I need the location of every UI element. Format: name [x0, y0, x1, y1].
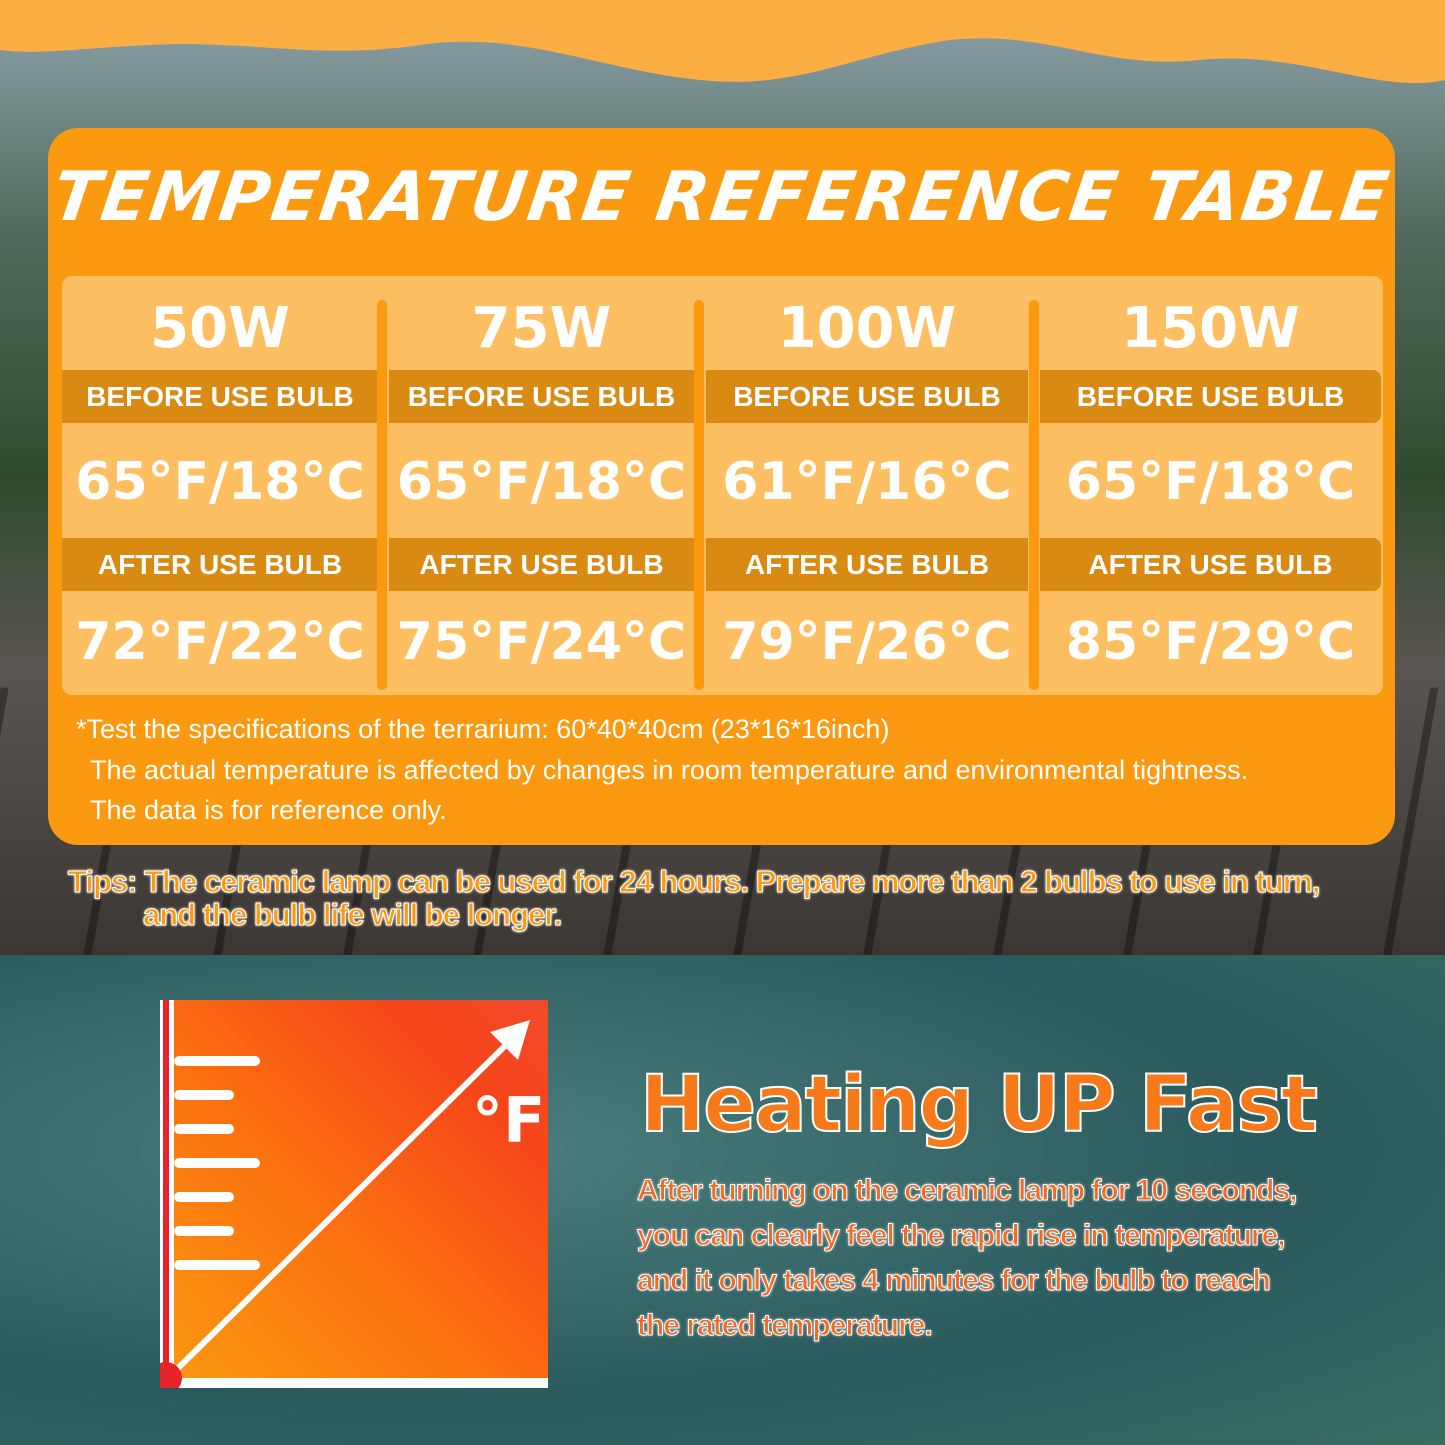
heating-heading: Heating UP Fast	[639, 1059, 1319, 1151]
table-column-50w: 50W BEFORE USE BULB 65°F/18°C AFTER USE …	[62, 276, 378, 695]
unit-label: °F	[472, 1084, 545, 1157]
after-label: AFTER USE BULB	[62, 538, 378, 591]
after-label: AFTER USE BULB	[389, 538, 694, 591]
heating-text-line: and it only takes 4 minutes for the bulb…	[637, 1264, 1272, 1298]
graphic-drawing: °F	[150, 1000, 548, 1394]
after-label: AFTER USE BULB	[706, 538, 1028, 591]
heating-text-line: you can clearly feel the rapid rise in t…	[637, 1219, 1287, 1253]
before-value: 65°F/18°C	[75, 452, 365, 512]
page-title: TEMPERATURE REFERENCE TABLE	[47, 158, 1396, 237]
orange-wave-banner	[0, 0, 1445, 84]
note-line: *Test the specifications of the terrariu…	[76, 714, 890, 744]
after-value: 85°F/29°C	[1065, 612, 1356, 672]
before-value: 65°F/18°C	[396, 452, 687, 512]
after-value: 75°F/24°C	[396, 612, 687, 672]
column-divider	[377, 300, 387, 690]
after-value: 79°F/26°C	[722, 612, 1012, 672]
heating-text-line: the rated temperature.	[637, 1309, 934, 1343]
note-line: The actual temperature is affected by ch…	[90, 755, 1249, 785]
column-divider	[1029, 300, 1039, 690]
before-label: BEFORE USE BULB	[1040, 370, 1381, 423]
heating-text-line: After turning on the ceramic lamp for 10…	[637, 1174, 1298, 1208]
wattage: 100W	[777, 296, 957, 361]
column-divider	[694, 300, 704, 690]
before-label: BEFORE USE BULB	[389, 370, 694, 423]
table-column-150w: 150W BEFORE USE BULB 65°F/18°C AFTER USE…	[1040, 276, 1381, 695]
before-label: BEFORE USE BULB	[706, 370, 1028, 423]
table-column-100w: 100W BEFORE USE BULB 61°F/16°C AFTER USE…	[706, 276, 1028, 695]
tips-line: Tips: The ceramic lamp can be used for 2…	[67, 864, 1320, 900]
after-value: 72°F/22°C	[75, 612, 365, 672]
table-panel	[62, 276, 1383, 695]
note-line: The data is for reference only.	[90, 795, 447, 825]
after-label: AFTER USE BULB	[1040, 538, 1381, 591]
wattage: 50W	[150, 296, 290, 361]
wattage: 150W	[1121, 296, 1300, 361]
wattage: 75W	[471, 296, 612, 361]
before-label: BEFORE USE BULB	[62, 370, 378, 423]
thermometer-rising-arrow-icon: °F	[150, 1000, 548, 1394]
tips-line: and the bulb life will be longer.	[142, 897, 562, 933]
table-column-75w: 75W BEFORE USE BULB 65°F/18°C AFTER USE …	[389, 276, 694, 695]
before-value: 65°F/18°C	[1065, 452, 1356, 512]
before-value: 61°F/16°C	[722, 452, 1012, 512]
